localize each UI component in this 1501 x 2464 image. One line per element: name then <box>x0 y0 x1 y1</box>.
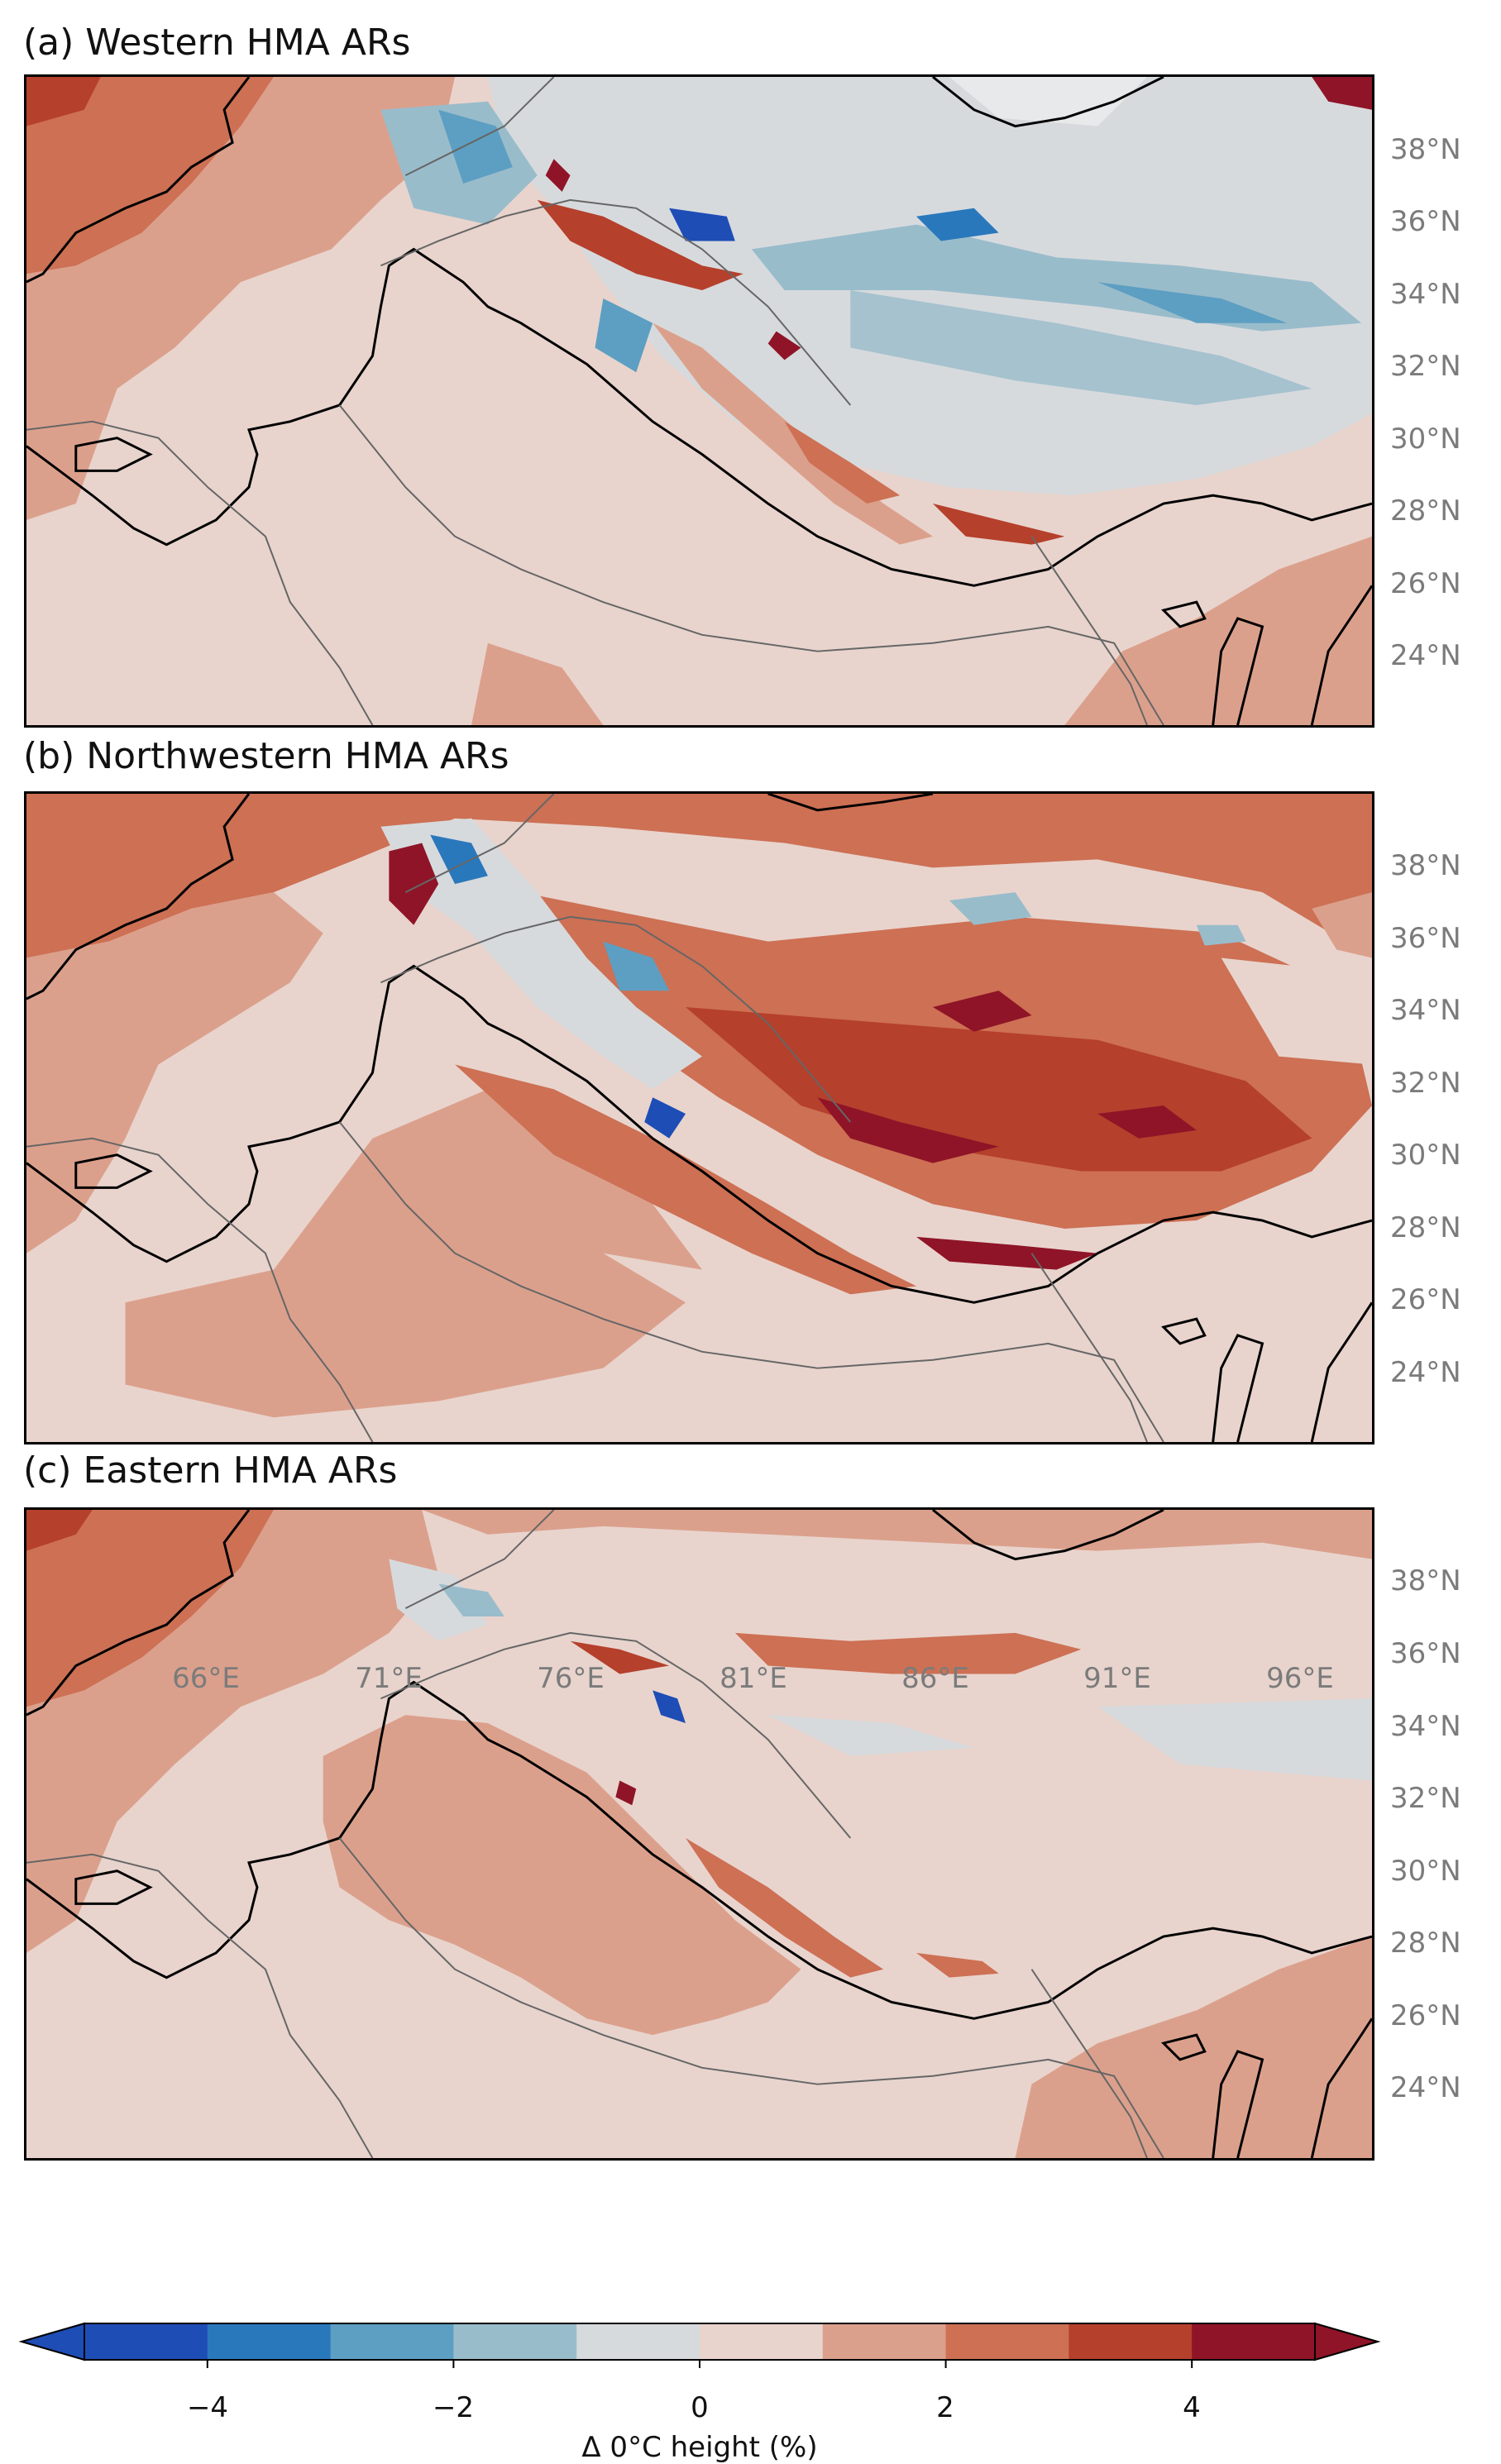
colorbar-segment <box>330 2323 454 2360</box>
colorbar-segment <box>945 2323 1069 2360</box>
lon-label-76: 76°E <box>537 1662 605 1695</box>
map-panel-b <box>24 791 1374 1444</box>
lon-label-86: 86°E <box>901 1662 969 1695</box>
colorbar-segment <box>207 2323 332 2360</box>
colorbar-segment <box>1068 2323 1193 2360</box>
colorbar-segment <box>1192 2323 1316 2360</box>
colorbar-tick-2: 2 <box>936 2391 954 2424</box>
map-a-svg <box>26 77 1372 725</box>
lon-label-71: 71°E <box>355 1662 423 1695</box>
colorbar-tick-4: 4 <box>1183 2391 1201 2424</box>
colorbar <box>18 2322 1381 2368</box>
panel-b-title: (b) Northwestern HMA ARs <box>23 735 509 777</box>
lon-label-81: 81°E <box>719 1662 787 1695</box>
lon-label-96: 96°E <box>1266 1662 1334 1695</box>
lat-label-c-30: 30°N <box>1390 1855 1461 1888</box>
colorbar-extend-max <box>1314 2322 1381 2361</box>
lat-label-b-34: 34°N <box>1390 994 1461 1027</box>
colorbar-label: Δ 0°C height (%) <box>581 2431 818 2464</box>
lat-label-b-26: 26°N <box>1390 1283 1461 1316</box>
lat-label-b-32: 32°N <box>1390 1067 1461 1100</box>
lat-label-a-28: 28°N <box>1390 494 1461 528</box>
colorbar-segment <box>822 2323 947 2360</box>
panel-a-title: (a) Western HMA ARs <box>23 21 411 64</box>
lat-label-a-24: 24°N <box>1390 639 1461 672</box>
lat-label-b-30: 30°N <box>1390 1139 1461 1172</box>
lon-label-66: 66°E <box>172 1662 240 1695</box>
lat-label-b-28: 28°N <box>1390 1211 1461 1244</box>
map-b-svg <box>26 794 1372 1442</box>
lat-label-a-30: 30°N <box>1390 423 1461 456</box>
lat-label-c-36: 36°N <box>1390 1637 1461 1670</box>
colorbar-tick-0: 0 <box>691 2391 709 2424</box>
lat-label-a-38: 38°N <box>1390 133 1461 166</box>
lat-label-b-38: 38°N <box>1390 849 1461 882</box>
lat-label-a-26: 26°N <box>1390 567 1461 600</box>
lat-label-c-34: 34°N <box>1390 1710 1461 1743</box>
colorbar-segment <box>453 2323 577 2360</box>
colorbar-tick-minus4: −4 <box>186 2391 229 2424</box>
lat-label-c-32: 32°N <box>1390 1782 1461 1815</box>
lat-label-a-32: 32°N <box>1390 350 1461 383</box>
colorbar-segment <box>700 2323 824 2360</box>
panel-c-title: (c) Eastern HMA ARs <box>23 1449 398 1492</box>
colorbar-segment <box>576 2323 700 2360</box>
lat-label-a-34: 34°N <box>1390 278 1461 311</box>
lat-label-c-24: 24°N <box>1390 2071 1461 2104</box>
lon-label-91: 91°E <box>1083 1662 1151 1695</box>
lat-label-c-26: 26°N <box>1390 1999 1461 2032</box>
lat-label-b-24: 24°N <box>1390 1356 1461 1389</box>
lat-label-b-36: 36°N <box>1390 922 1461 955</box>
lat-label-c-38: 38°N <box>1390 1564 1461 1597</box>
lat-label-c-28: 28°N <box>1390 1927 1461 1960</box>
map-c-svg <box>26 1510 1372 2158</box>
colorbar-extend-min <box>18 2322 85 2361</box>
colorbar-tick-minus2: −2 <box>432 2391 475 2424</box>
lat-label-a-36: 36°N <box>1390 205 1461 238</box>
map-panel-a <box>24 74 1374 728</box>
map-panel-c <box>24 1507 1374 2161</box>
colorbar-segment <box>84 2323 208 2360</box>
